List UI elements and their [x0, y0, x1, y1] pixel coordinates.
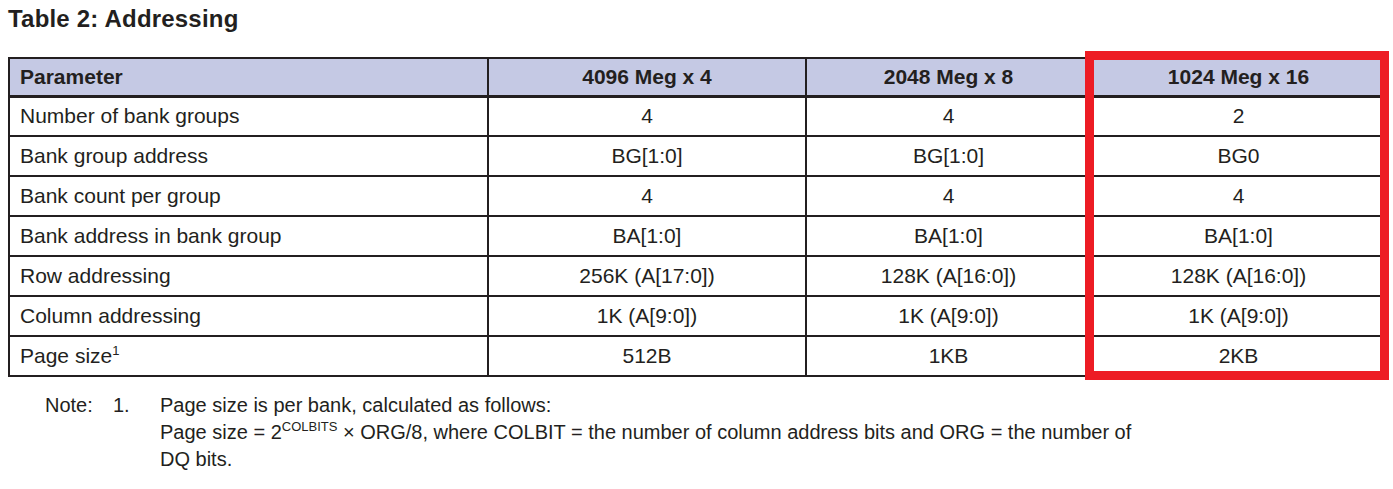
- col-header-2048-meg-x-8: 2048 Meg x 8: [806, 58, 1091, 96]
- value-cell: 4: [806, 96, 1091, 136]
- note-line-1: Page size is per bank, calculated as fol…: [160, 394, 551, 416]
- datasheet-page: Table 2: Addressing Parameter 4096 Meg x…: [0, 0, 1393, 489]
- param-cell: Row addressing: [9, 256, 488, 296]
- value-cell: 256K (A[17:0]): [488, 256, 806, 296]
- table-row-page-size: Page size1 512B 1KB 2KB: [9, 336, 1386, 376]
- col-header-1024-meg-x-16: 1024 Meg x 16: [1091, 58, 1386, 96]
- note-text: Page size is per bank, calculated as fol…: [160, 392, 1131, 473]
- page-title: Table 2: Addressing: [8, 5, 1393, 33]
- note-line-3: DQ bits.: [160, 448, 232, 470]
- note-label: Note:: [45, 392, 113, 473]
- value-cell: 4: [806, 176, 1091, 216]
- table-row-bank-count-per-group: Bank count per group 4 4 4: [9, 176, 1386, 216]
- addressing-table-container: Parameter 4096 Meg x 4 2048 Meg x 8 1024…: [8, 57, 1385, 377]
- value-cell: 128K (A[16:0]): [806, 256, 1091, 296]
- value-cell: 512B: [488, 336, 806, 376]
- value-cell: BA[1:0]: [488, 216, 806, 256]
- table-row-bank-address-in-bank-group: Bank address in bank group BA[1:0] BA[1:…: [9, 216, 1386, 256]
- value-cell: BG[1:0]: [488, 136, 806, 176]
- note-number: 1.: [113, 392, 160, 473]
- value-cell: BG[1:0]: [806, 136, 1091, 176]
- param-label: Page size: [20, 344, 112, 367]
- value-cell: 4: [488, 96, 806, 136]
- formula-prefix: Page size = 2: [160, 421, 282, 443]
- value-cell: BA[1:0]: [806, 216, 1091, 256]
- header-row: Parameter 4096 Meg x 4 2048 Meg x 8 1024…: [9, 58, 1386, 96]
- param-cell: Bank group address: [9, 136, 488, 176]
- value-cell: 1KB: [806, 336, 1091, 376]
- col-header-4096-meg-x-4: 4096 Meg x 4: [488, 58, 806, 96]
- table-row-column-addressing: Column addressing 1K (A[9:0]) 1K (A[9:0]…: [9, 296, 1386, 336]
- addressing-table: Parameter 4096 Meg x 4 2048 Meg x 8 1024…: [8, 57, 1387, 377]
- table-row-row-addressing: Row addressing 256K (A[17:0]) 128K (A[16…: [9, 256, 1386, 296]
- formula-exponent: COLBITS: [282, 419, 338, 434]
- footnote-ref: 1: [112, 343, 119, 358]
- formula-suffix: × ORG/8, where COLBIT = the number of co…: [337, 421, 1131, 443]
- table-row-number-of-bank-groups: Number of bank groups 4 4 2: [9, 96, 1386, 136]
- note-line-2-formula: Page size = 2COLBITS × ORG/8, where COLB…: [160, 421, 1131, 443]
- table-row-bank-group-address: Bank group address BG[1:0] BG[1:0] BG0: [9, 136, 1386, 176]
- value-cell: BA[1:0]: [1091, 216, 1386, 256]
- value-cell: 1K (A[9:0]): [1091, 296, 1386, 336]
- note: Note: 1. Page size is per bank, calculat…: [45, 392, 1131, 473]
- param-cell: Bank address in bank group: [9, 216, 488, 256]
- col-header-parameter: Parameter: [9, 58, 488, 96]
- value-cell: 1K (A[9:0]): [806, 296, 1091, 336]
- value-cell: 2KB: [1091, 336, 1386, 376]
- value-cell: 128K (A[16:0]): [1091, 256, 1386, 296]
- value-cell: 2: [1091, 96, 1386, 136]
- param-cell: Page size1: [9, 336, 488, 376]
- param-cell: Column addressing: [9, 296, 488, 336]
- value-cell: 4: [488, 176, 806, 216]
- value-cell: 1K (A[9:0]): [488, 296, 806, 336]
- value-cell: 4: [1091, 176, 1386, 216]
- value-cell: BG0: [1091, 136, 1386, 176]
- param-cell: Bank count per group: [9, 176, 488, 216]
- param-cell: Number of bank groups: [9, 96, 488, 136]
